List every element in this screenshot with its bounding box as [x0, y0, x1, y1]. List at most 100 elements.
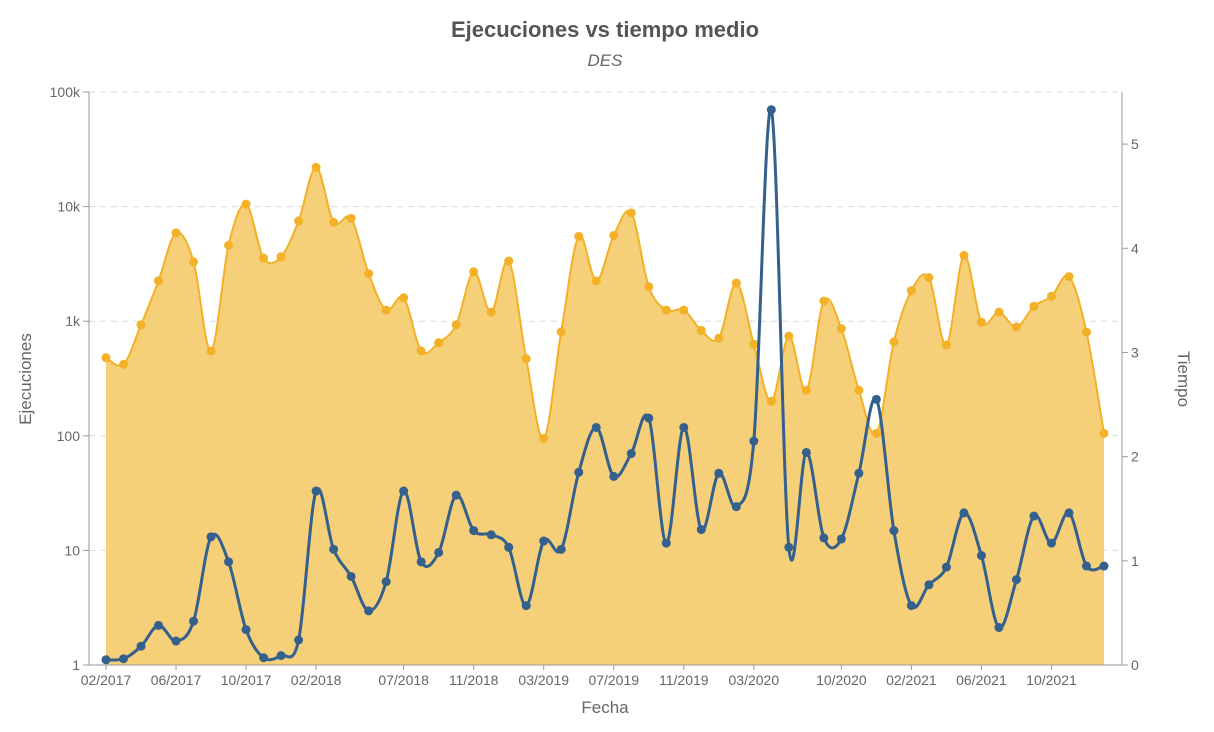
ejecuciones-point: [469, 267, 478, 276]
ejecuciones-point: [854, 386, 863, 395]
ejecuciones-point: [609, 231, 618, 240]
ejecuciones-point: [242, 200, 251, 209]
y-right-tick-label: 5: [1131, 136, 1139, 152]
ejecuciones-point: [924, 273, 933, 282]
tiempo-point: [102, 655, 111, 664]
tiempo-point: [539, 537, 548, 546]
ejecuciones-point: [522, 354, 531, 363]
tiempo-point: [522, 601, 531, 610]
tiempo-point: [854, 469, 863, 478]
ejecuciones-point: [1100, 429, 1109, 438]
y-left-tick-label: 10k: [57, 199, 81, 215]
tiempo-point: [137, 642, 146, 651]
tiempo-point: [942, 563, 951, 572]
x-tick-label: 06/2017: [151, 672, 202, 688]
x-tick-label: 03/2020: [729, 672, 780, 688]
tiempo-point: [364, 606, 373, 615]
ejecuciones-point: [102, 353, 111, 362]
x-tick-label: 07/2019: [588, 672, 639, 688]
tiempo-point: [802, 448, 811, 457]
x-tick-label: 02/2017: [81, 672, 132, 688]
ejecuciones-point: [767, 397, 776, 406]
tiempo-point: [977, 551, 986, 560]
ejecuciones-point: [907, 286, 916, 295]
x-tick-label: 11/2018: [449, 672, 499, 688]
ejecuciones-point: [1064, 272, 1073, 281]
y-left-tick-label: 1k: [65, 313, 81, 329]
y-right-tick-label: 0: [1131, 657, 1139, 673]
tiempo-point: [994, 623, 1003, 632]
tiempo-point: [172, 637, 181, 646]
ejecuciones-point: [154, 276, 163, 285]
ejecuciones-point: [364, 269, 373, 278]
ejecuciones-point: [119, 360, 128, 369]
ejecuciones-point: [399, 293, 408, 302]
x-tick-label: 10/2021: [1026, 672, 1077, 688]
ejecuciones-point: [189, 257, 198, 266]
tiempo-point: [592, 423, 601, 432]
tiempo-point: [242, 625, 251, 634]
ejecuciones-point: [714, 334, 723, 343]
tiempo-point: [732, 502, 741, 511]
ejecuciones-point: [294, 216, 303, 225]
y-right-tick-label: 1: [1131, 553, 1139, 569]
tiempo-point: [434, 548, 443, 557]
tiempo-point: [259, 653, 268, 662]
ejecuciones-area-layer: [102, 163, 1109, 665]
tiempo-point: [644, 414, 653, 423]
ejecuciones-point: [732, 279, 741, 288]
ejecuciones-point: [749, 340, 758, 349]
ejecuciones-point: [679, 306, 688, 315]
tiempo-point: [697, 525, 706, 534]
tiempo-point: [154, 621, 163, 630]
x-tick-label: 02/2018: [291, 672, 342, 688]
ejecuciones-point: [662, 306, 671, 315]
ejecuciones-point: [1082, 328, 1091, 337]
tiempo-point: [452, 491, 461, 500]
ejecuciones-point: [207, 346, 216, 355]
tiempo-point: [679, 423, 688, 432]
tiempo-point: [714, 469, 723, 478]
ejecuciones-point: [959, 251, 968, 260]
tiempo-point: [1012, 575, 1021, 584]
ejecuciones-point: [224, 241, 233, 250]
y-right-axis-title: Tiempo: [1174, 351, 1193, 407]
tiempo-point: [609, 472, 618, 481]
ejecuciones-point: [259, 254, 268, 263]
ejecuciones-point: [837, 324, 846, 333]
ejecuciones-point: [417, 346, 426, 355]
ejecuciones-area-fill: [106, 167, 1104, 665]
x-tick-label: 06/2021: [956, 672, 1007, 688]
ejecuciones-point: [802, 386, 811, 395]
tiempo-point: [417, 557, 426, 566]
ejecuciones-point: [1047, 292, 1056, 301]
ejecuciones-point: [627, 208, 636, 217]
tiempo-point: [784, 543, 793, 552]
ejecuciones-point: [487, 308, 496, 317]
x-tick-label: 11/2019: [659, 672, 709, 688]
tiempo-point: [224, 557, 233, 566]
tiempo-point: [347, 572, 356, 581]
ejecuciones-point: [382, 306, 391, 315]
tiempo-point: [959, 508, 968, 517]
tiempo-point: [837, 534, 846, 543]
tiempo-point: [889, 526, 898, 535]
ejecuciones-point: [277, 252, 286, 261]
x-axis-title: Fecha: [581, 698, 629, 717]
tiempo-point: [312, 487, 321, 496]
ejecuciones-point: [1029, 302, 1038, 311]
y-left-tick-label: 100k: [50, 84, 81, 100]
tiempo-point: [749, 437, 758, 446]
x-tick-label: 10/2020: [816, 672, 867, 688]
tiempo-point: [504, 543, 513, 552]
x-tick-label: 03/2019: [518, 672, 569, 688]
y-left-tick-label: 1: [72, 657, 80, 673]
ejecuciones-point: [942, 340, 951, 349]
y-right-tick-label: 3: [1131, 344, 1139, 360]
tiempo-point: [574, 468, 583, 477]
ejecuciones-point: [1012, 322, 1021, 331]
ejecuciones-point: [574, 232, 583, 241]
tiempo-point: [487, 530, 496, 539]
y-right-tick-label: 4: [1131, 240, 1139, 256]
tiempo-point: [382, 577, 391, 586]
